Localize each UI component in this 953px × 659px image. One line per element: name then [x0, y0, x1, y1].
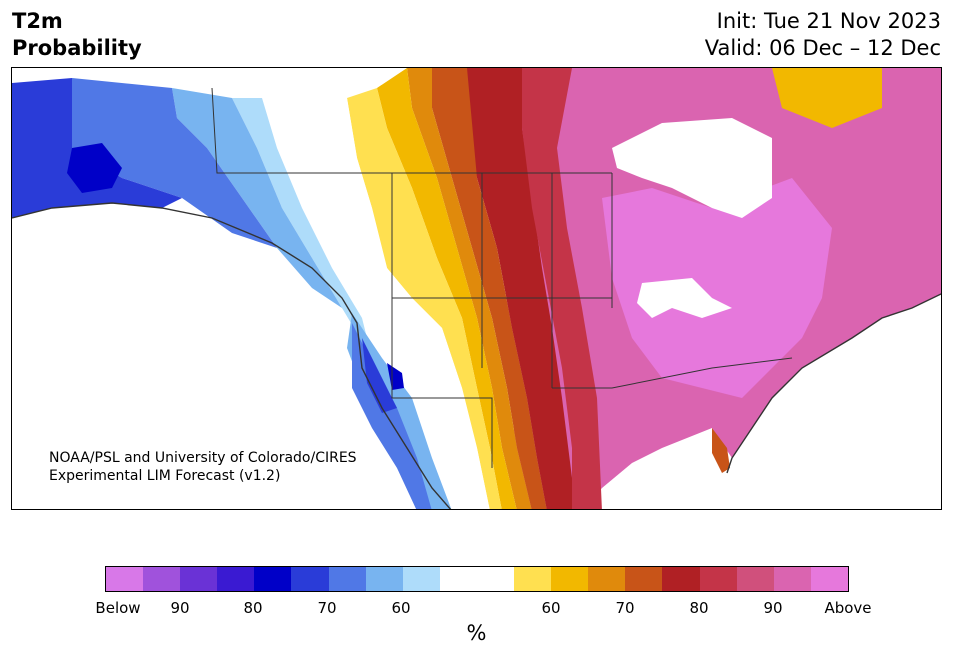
below-60-zone	[172, 88, 342, 308]
above-75-zone	[432, 68, 547, 509]
colorbar-cell	[736, 567, 774, 591]
map-title: T2m Probability	[12, 8, 142, 62]
coastlines	[12, 202, 941, 509]
credit-line-2: Experimental LIM Forecast (v1.2)	[49, 468, 281, 484]
florida-hotspot	[712, 428, 730, 473]
near-normal-zone	[262, 98, 490, 509]
colorbar-tick-label: Above	[824, 599, 872, 617]
data-credit: NOAA/PSL and University of Colorado/CIRE…	[49, 449, 357, 485]
title-line-variable: T2m	[12, 9, 63, 33]
hudson-bay	[612, 118, 772, 218]
below-70-zone	[72, 78, 277, 248]
credit-line-1: NOAA/PSL and University of Colorado/CIRE…	[49, 450, 357, 466]
init-date: Init: Tue 21 Nov 2023	[716, 9, 941, 33]
colorbar-cell	[514, 567, 552, 591]
colorbar-unit: %	[466, 621, 487, 645]
below-80-zone	[12, 78, 182, 218]
colorbar-cell	[699, 567, 737, 591]
colorbar-cell	[291, 567, 329, 591]
colorbar-cell	[773, 567, 811, 591]
sw-below-80-zone	[362, 338, 397, 413]
colorbar-cell	[143, 567, 181, 591]
colorbar-cell	[328, 567, 366, 591]
colorbar-cell	[625, 567, 663, 591]
colorbar-tick-label: 90	[170, 599, 190, 617]
above-80-zone	[457, 68, 572, 509]
colorbar-cell	[588, 567, 626, 591]
below-90-zone	[67, 143, 122, 193]
sw-below-90-zone	[387, 363, 404, 390]
colorbar-cell	[180, 567, 218, 591]
title-line-metric: Probability	[12, 36, 142, 60]
colorbar-tick-label: 80	[689, 599, 709, 617]
colorbar-tick-label: 90	[763, 599, 783, 617]
above-95-zone	[602, 178, 832, 398]
colorbar-cell	[810, 567, 848, 591]
political-boundaries	[211, 87, 793, 468]
colorbar-cell	[217, 567, 255, 591]
probability-map	[11, 67, 942, 510]
colorbar-tick-labels: Below 90 80 70 60 60 70 80 90 Above	[0, 599, 953, 619]
map-canvas	[12, 68, 941, 509]
colorbar-cell	[476, 567, 515, 591]
colorbar-cell	[662, 567, 700, 591]
colorbar-cell	[254, 567, 292, 591]
colorbar-cell	[106, 567, 144, 591]
colorbar-cell	[439, 567, 477, 591]
colorbar-cell	[402, 567, 440, 591]
colorbar-legend	[105, 566, 849, 592]
colorbar-tick-label: 80	[243, 599, 263, 617]
valid-dates: Valid: 06 Dec – 12 Dec	[704, 36, 941, 60]
above-60-zone	[377, 68, 517, 509]
great-lakes	[637, 278, 732, 318]
colorbar-cell	[551, 567, 589, 591]
above-85-zone	[522, 68, 602, 509]
greenland-tip	[772, 68, 882, 128]
colorbar-cell	[365, 567, 403, 591]
forecast-dates: Init: Tue 21 Nov 2023 Valid: 06 Dec – 12…	[705, 8, 941, 62]
colorbar-tick-label: 70	[317, 599, 337, 617]
colorbar-tick-label: 60	[391, 599, 411, 617]
colorbar-tick-label: Below	[95, 599, 141, 617]
colorbar-tick-label: 60	[541, 599, 561, 617]
colorbar-tick-label: 70	[615, 599, 635, 617]
above-70-zone	[407, 68, 532, 509]
